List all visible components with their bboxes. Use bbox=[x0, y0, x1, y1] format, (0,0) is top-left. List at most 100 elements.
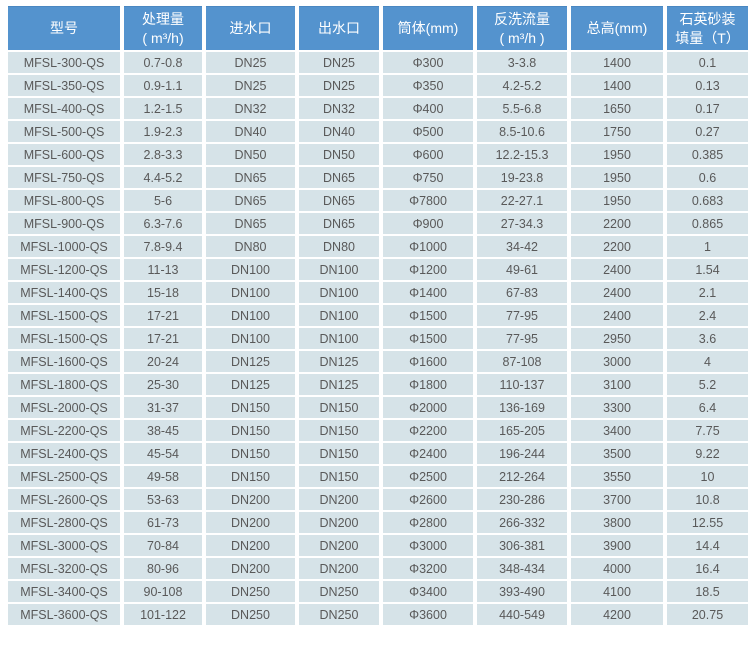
table-cell: DN250 bbox=[206, 581, 295, 602]
table-cell: 11-13 bbox=[124, 259, 202, 280]
table-cell: Φ600 bbox=[383, 144, 473, 165]
table-cell: MFSL-3400-QS bbox=[8, 581, 120, 602]
table-row: MFSL-1500-QS 17-21 DN100 DN100 Φ1500 77-95 240… bbox=[8, 305, 748, 326]
table-row: MFSL-400-QS 1.2-1.5 DN32 DN32 Φ400 5.5-6.8 165… bbox=[8, 98, 748, 119]
table-row: MFSL-2400-QS 45-54 DN150 DN150 Φ2400 196-244 3… bbox=[8, 443, 748, 464]
table-cell: 90-108 bbox=[124, 581, 202, 602]
table-cell: 4.2-5.2 bbox=[477, 75, 567, 96]
table-cell: DN125 bbox=[206, 351, 295, 372]
spec-table: 型号 处理量 ( m³/h) 进水口 出水口 筒体(mm) bbox=[4, 4, 752, 627]
table-cell: 87-108 bbox=[477, 351, 567, 372]
table-cell: 0.6 bbox=[667, 167, 748, 188]
table-cell: Φ2000 bbox=[383, 397, 473, 418]
table-cell: 6.3-7.6 bbox=[124, 213, 202, 234]
table-cell: MFSL-750-QS bbox=[8, 167, 120, 188]
table-row: MFSL-3200-QS 80-96 DN200 DN200 Φ3200 348-434 4… bbox=[8, 558, 748, 579]
table-cell: 2200 bbox=[571, 236, 663, 257]
table-cell: 212-264 bbox=[477, 466, 567, 487]
table-cell: 393-490 bbox=[477, 581, 567, 602]
table-cell: MFSL-2800-QS bbox=[8, 512, 120, 533]
table-cell: 2400 bbox=[571, 305, 663, 326]
table-cell: MFSL-600-QS bbox=[8, 144, 120, 165]
table-cell: DN100 bbox=[206, 282, 295, 303]
column-header-label: 石英砂装 bbox=[679, 10, 736, 27]
table-cell: 45-54 bbox=[124, 443, 202, 464]
table-row: MFSL-3400-QS 90-108 DN250 DN250 Φ3400 393-490… bbox=[8, 581, 748, 602]
table-cell: 27-34.3 bbox=[477, 213, 567, 234]
table-cell: DN150 bbox=[206, 466, 295, 487]
table-cell: 9.22 bbox=[667, 443, 748, 464]
table-cell: DN150 bbox=[299, 466, 379, 487]
table-cell: 4200 bbox=[571, 604, 663, 625]
table-row: MFSL-1500-QS 17-21 DN100 DN100 Φ1500 77-95 295… bbox=[8, 328, 748, 349]
table-cell: Φ2800 bbox=[383, 512, 473, 533]
column-header-label: 型号 bbox=[50, 20, 78, 37]
column-header-label: 出水口 bbox=[318, 20, 360, 37]
table-cell: MFSL-1200-QS bbox=[8, 259, 120, 280]
table-cell: DN100 bbox=[299, 259, 379, 280]
table-cell: Φ400 bbox=[383, 98, 473, 119]
table-cell: DN250 bbox=[299, 581, 379, 602]
table-row: MFSL-800-QS 5-6 DN65 DN65 Φ7800 22-27.1 1950 0.… bbox=[8, 190, 748, 211]
table-cell: 20-24 bbox=[124, 351, 202, 372]
table-cell: Φ300 bbox=[383, 52, 473, 73]
column-header-total-height: 总高(mm) bbox=[571, 6, 663, 50]
table-row: MFSL-2500-QS 49-58 DN150 DN150 Φ2500 212-264 3… bbox=[8, 466, 748, 487]
table-cell: Φ1000 bbox=[383, 236, 473, 257]
table-cell: DN125 bbox=[299, 351, 379, 372]
table-cell: 17-21 bbox=[124, 305, 202, 326]
table-cell: 4 bbox=[667, 351, 748, 372]
table-cell: 5.5-6.8 bbox=[477, 98, 567, 119]
table-cell: 31-37 bbox=[124, 397, 202, 418]
table-cell: 1950 bbox=[571, 167, 663, 188]
table-cell: 3.6 bbox=[667, 328, 748, 349]
table-cell: Φ2600 bbox=[383, 489, 473, 510]
table-cell: 3400 bbox=[571, 420, 663, 441]
table-cell: DN200 bbox=[206, 512, 295, 533]
table-cell: 7.8-9.4 bbox=[124, 236, 202, 257]
table-cell: 53-63 bbox=[124, 489, 202, 510]
table-cell: MFSL-350-QS bbox=[8, 75, 120, 96]
table-cell: DN125 bbox=[299, 374, 379, 395]
table-cell: DN200 bbox=[299, 489, 379, 510]
table-cell: MFSL-3200-QS bbox=[8, 558, 120, 579]
column-header-model: 型号 bbox=[8, 6, 120, 50]
table-cell: DN32 bbox=[299, 98, 379, 119]
table-cell: 49-58 bbox=[124, 466, 202, 487]
table-cell: 0.17 bbox=[667, 98, 748, 119]
table-cell: Φ3400 bbox=[383, 581, 473, 602]
table-cell: Φ2400 bbox=[383, 443, 473, 464]
table-cell: DN65 bbox=[299, 190, 379, 211]
table-cell: DN150 bbox=[299, 443, 379, 464]
table-cell: 4000 bbox=[571, 558, 663, 579]
table-cell: Φ3600 bbox=[383, 604, 473, 625]
column-header-capacity: 处理量 ( m³/h) bbox=[124, 6, 202, 50]
table-cell: DN25 bbox=[206, 75, 295, 96]
table-cell: 1.2-1.5 bbox=[124, 98, 202, 119]
table-row: MFSL-1400-QS 15-18 DN100 DN100 Φ1400 67-83 240… bbox=[8, 282, 748, 303]
column-header-sublabel: ( m³/h ) bbox=[499, 29, 545, 46]
table-cell: DN200 bbox=[206, 535, 295, 556]
table-cell: 0.9-1.1 bbox=[124, 75, 202, 96]
table-cell: 10 bbox=[667, 466, 748, 487]
table-cell: Φ3000 bbox=[383, 535, 473, 556]
table-cell: 3-3.8 bbox=[477, 52, 567, 73]
table-cell: DN100 bbox=[299, 328, 379, 349]
table-cell: DN150 bbox=[299, 420, 379, 441]
column-header-outlet: 出水口 bbox=[299, 6, 379, 50]
table-cell: 12.55 bbox=[667, 512, 748, 533]
table-cell: Φ3200 bbox=[383, 558, 473, 579]
table-cell: Φ750 bbox=[383, 167, 473, 188]
column-header-backwash-flow: 反洗流量 ( m³/h ) bbox=[477, 6, 567, 50]
table-cell: DN200 bbox=[299, 535, 379, 556]
table-cell: 101-122 bbox=[124, 604, 202, 625]
table-cell: 3100 bbox=[571, 374, 663, 395]
table-cell: MFSL-3600-QS bbox=[8, 604, 120, 625]
table-cell: DN65 bbox=[299, 213, 379, 234]
table-cell: 266-332 bbox=[477, 512, 567, 533]
table-cell: 17-21 bbox=[124, 328, 202, 349]
table-cell: 306-381 bbox=[477, 535, 567, 556]
table-cell: 0.1 bbox=[667, 52, 748, 73]
column-header-label: 总高(mm) bbox=[586, 20, 648, 37]
table-cell: DN100 bbox=[299, 282, 379, 303]
